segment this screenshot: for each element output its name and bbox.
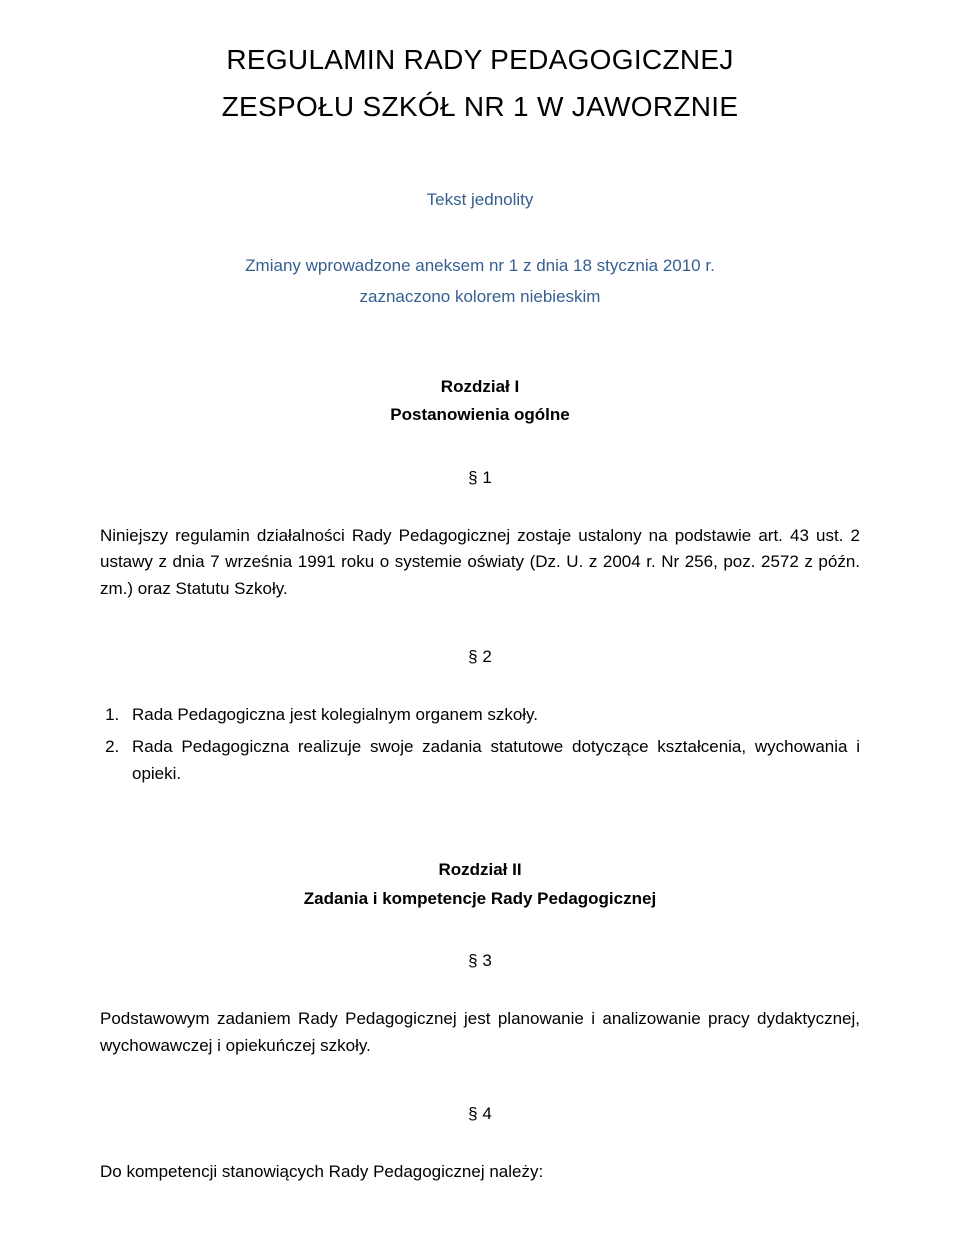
paragraph-4-number: § 4 — [100, 1104, 860, 1124]
paragraph-1-text: Niniejszy regulamin działalności Rady Pe… — [100, 523, 860, 602]
document-title-line2: ZESPOŁU SZKÓŁ NR 1 W JAWORZNIE — [100, 87, 860, 128]
list-item: Rada Pedagogiczna jest kolegialnym organ… — [124, 702, 860, 728]
chapter-1-heading: Rozdział I Postanowienia ogólne — [100, 375, 860, 428]
document-title-line1: REGULAMIN RADY PEDAGOGICZNEJ — [100, 40, 860, 81]
paragraph-2-list: Rada Pedagogiczna jest kolegialnym organ… — [100, 702, 860, 787]
list-item: Rada Pedagogiczna realizuje swoje zadani… — [124, 734, 860, 787]
paragraph-3-text: Podstawowym zadaniem Rady Pedagogicznej … — [100, 1006, 860, 1059]
annex-change-line: Zmiany wprowadzone aneksem nr 1 z dnia 1… — [100, 253, 860, 279]
uniform-text-label: Tekst jednolity — [100, 187, 860, 213]
marked-color-line: zaznaczono kolorem niebieskim — [100, 284, 860, 310]
chapter-2-label: Rozdział II — [100, 858, 860, 883]
chapter-2-title: Zadania i kompetencje Rady Pedagogicznej — [100, 887, 860, 912]
paragraph-2-number: § 2 — [100, 647, 860, 667]
chapter-2-heading: Rozdział II Zadania i kompetencje Rady P… — [100, 858, 860, 911]
chapter-1-title: Postanowienia ogólne — [100, 403, 860, 428]
paragraph-3-number: § 3 — [100, 951, 860, 971]
chapter-1-label: Rozdział I — [100, 375, 860, 400]
subtitle-block: Tekst jednolity Zmiany wprowadzone aneks… — [100, 187, 860, 310]
paragraph-4-lead: Do kompetencji stanowiących Rady Pedagog… — [100, 1159, 860, 1185]
document-page: REGULAMIN RADY PEDAGOGICZNEJ ZESPOŁU SZK… — [0, 0, 960, 1259]
paragraph-1-number: § 1 — [100, 468, 860, 488]
